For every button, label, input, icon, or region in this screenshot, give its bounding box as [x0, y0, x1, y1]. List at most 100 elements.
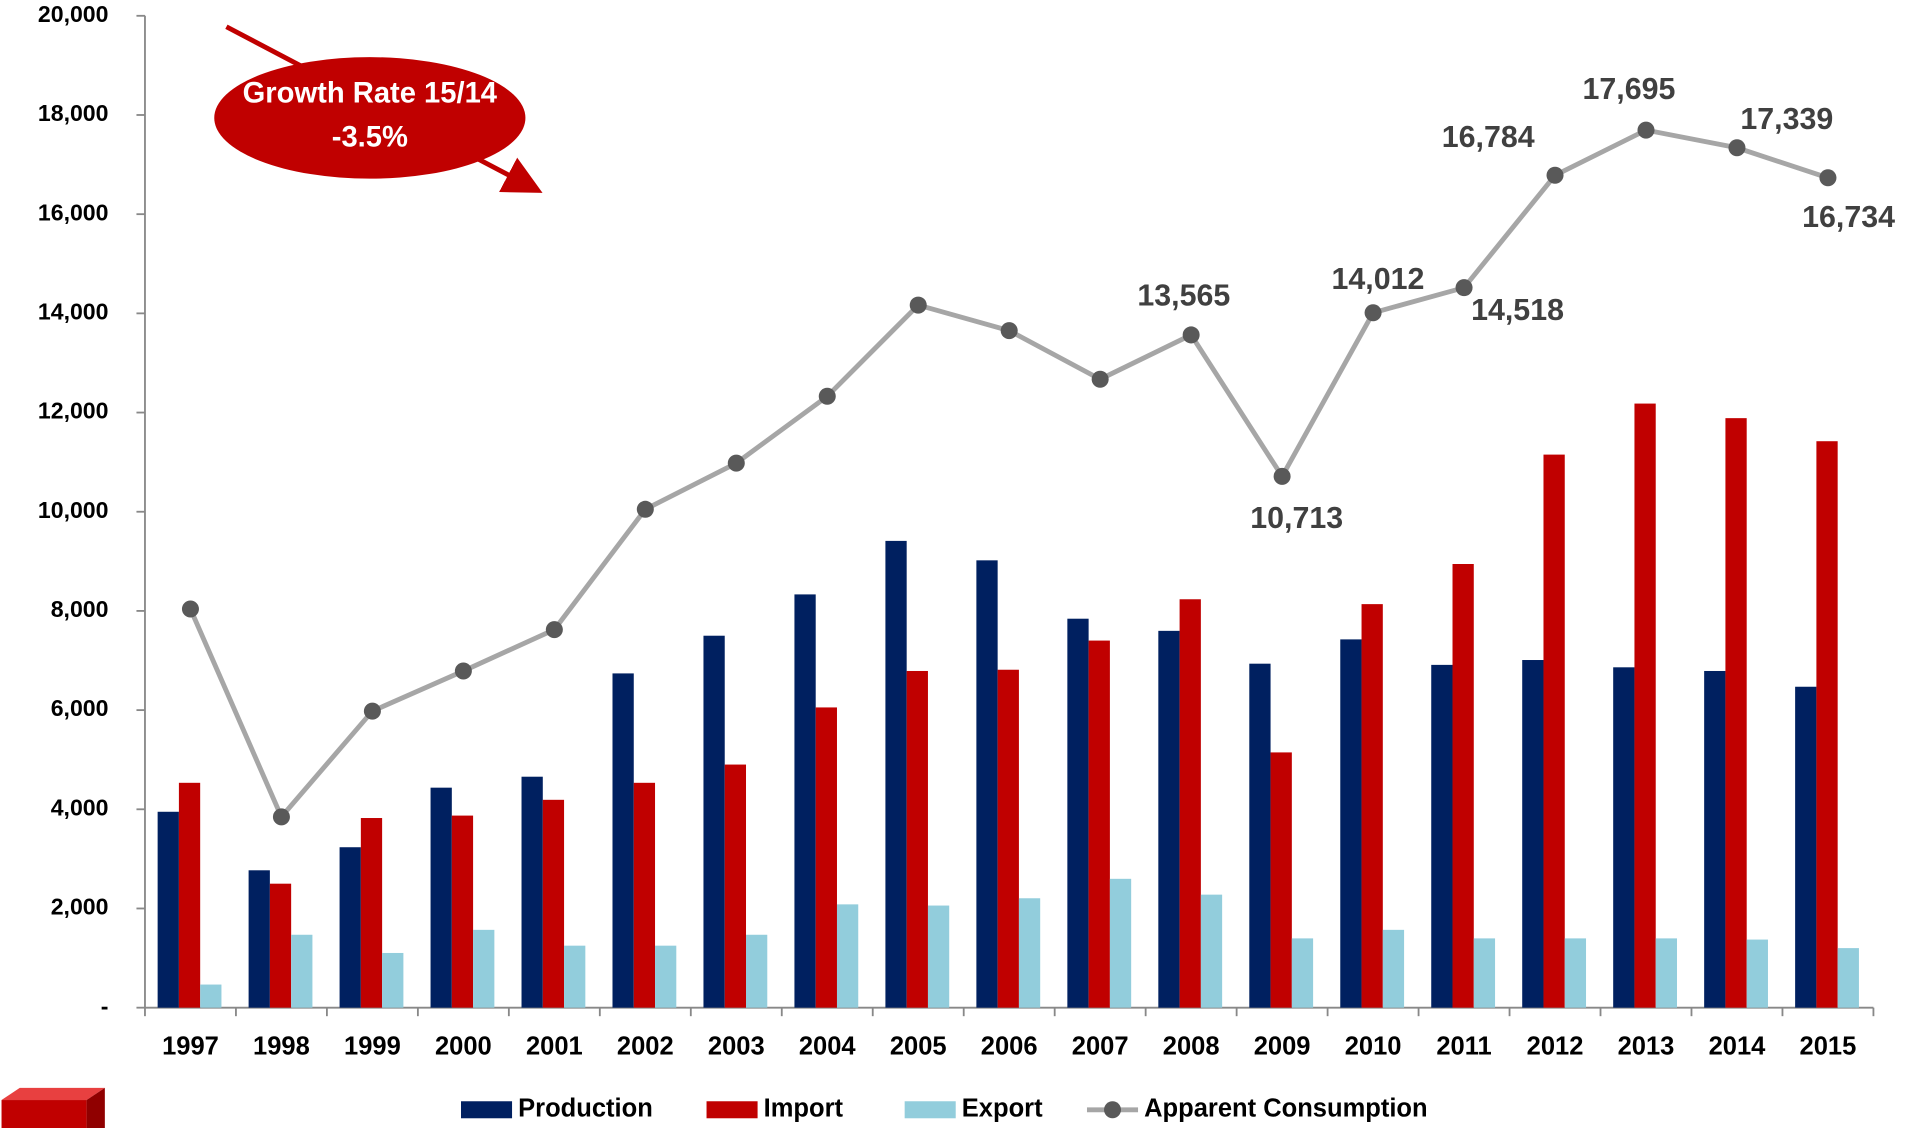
marker: [363, 702, 381, 720]
bar: [382, 952, 404, 1008]
marker: [1455, 279, 1473, 297]
bar: [724, 764, 747, 1008]
bar: [269, 883, 292, 1008]
marker: [1728, 139, 1746, 157]
bar: [521, 776, 543, 1008]
legend-label: Import: [764, 1095, 844, 1123]
bar: [1291, 938, 1314, 1008]
x-tick-label: 2011: [1436, 1033, 1491, 1061]
marker: [1000, 322, 1018, 340]
marker: [1273, 467, 1291, 485]
bar: [885, 540, 907, 1008]
x-tick-label: 2007: [1072, 1033, 1129, 1061]
bar: [339, 847, 361, 1008]
bar: [1473, 938, 1496, 1008]
x-tick-label: 2006: [981, 1033, 1038, 1061]
y-tick-label: 4,000: [51, 794, 109, 820]
bar: [1634, 403, 1656, 1008]
bar: [1361, 604, 1383, 1008]
x-tick-label: 2003: [708, 1033, 765, 1061]
x-tick-label: 1998: [253, 1033, 310, 1061]
bar: [1837, 948, 1859, 1008]
x-tick-label: 2013: [1618, 1033, 1675, 1061]
x-tick-label: 2000: [435, 1033, 492, 1061]
marker: [545, 621, 563, 639]
y-tick-label: 20,000: [38, 1, 109, 27]
data-label: 16,734: [1802, 200, 1895, 234]
marker: [1819, 169, 1837, 187]
bar: [836, 904, 859, 1008]
legend-label: Export: [962, 1095, 1043, 1123]
y-tick-label: -: [101, 993, 109, 1019]
bar: [997, 669, 1019, 1008]
bar: [1655, 938, 1677, 1008]
data-label: 14,012: [1331, 262, 1424, 296]
bar: [1564, 938, 1587, 1008]
marker: [272, 808, 290, 826]
annotation: -3.5%: [332, 121, 408, 153]
y-tick-label: 12,000: [38, 398, 109, 424]
bar: [1249, 663, 1271, 1008]
bar: [976, 560, 998, 1008]
bar: [542, 799, 565, 1008]
bar: [1340, 639, 1362, 1008]
bar: [1067, 618, 1089, 1008]
y-tick-label: 8,000: [51, 596, 109, 622]
bar: [633, 782, 656, 1008]
x-tick-label: 2008: [1163, 1033, 1220, 1061]
x-tick-label: 2014: [1709, 1033, 1767, 1061]
annotation-bubble: [214, 57, 526, 179]
bar: [451, 815, 474, 1008]
legend-swatch: [1104, 1101, 1122, 1119]
annotation: Growth Rate 15/14: [243, 78, 498, 110]
x-tick-label: 2015: [1800, 1033, 1857, 1061]
marker: [909, 296, 927, 314]
bar: [906, 670, 928, 1008]
bar: [157, 811, 179, 1008]
bar: [927, 905, 950, 1008]
x-tick-label: 2010: [1345, 1033, 1402, 1061]
data-label: 17,695: [1583, 72, 1676, 106]
marker: [454, 662, 472, 680]
data-label: 16,784: [1442, 120, 1535, 154]
bar: [1522, 660, 1544, 1008]
y-tick-label: 16,000: [38, 199, 109, 225]
bar: [746, 934, 768, 1008]
bar: [612, 673, 634, 1008]
bar: [1179, 599, 1201, 1008]
x-tick-label: 2001: [526, 1033, 583, 1061]
legend-label: Production: [518, 1095, 653, 1123]
bar: [291, 934, 313, 1008]
marker: [181, 600, 199, 618]
bar: [1200, 894, 1223, 1008]
data-label: 14,518: [1471, 293, 1564, 327]
bar: [1795, 686, 1817, 1008]
marker: [818, 387, 836, 405]
marker: [1546, 166, 1564, 184]
bar: [1158, 630, 1180, 1008]
x-tick-label: 2009: [1254, 1033, 1311, 1061]
bar: [1270, 752, 1292, 1008]
data-label: 13,565: [1137, 278, 1230, 312]
x-tick-label: 2005: [890, 1033, 947, 1061]
marker: [636, 500, 654, 518]
x-tick-label: 2002: [617, 1033, 674, 1061]
y-tick-label: 6,000: [51, 695, 109, 721]
legend-swatch: [706, 1101, 758, 1119]
x-tick-label: 1997: [162, 1033, 219, 1061]
bar: [655, 945, 677, 1008]
bar: [1725, 418, 1747, 1008]
bar: [1746, 939, 1768, 1008]
legend-swatch: [904, 1101, 956, 1119]
legend-swatch: [461, 1101, 513, 1119]
bar: [360, 818, 383, 1008]
y-tick-label: 10,000: [38, 497, 109, 523]
bar: [1543, 454, 1565, 1008]
y-tick-label: 2,000: [51, 894, 109, 920]
bar: [1109, 878, 1132, 1008]
marker: [727, 454, 745, 472]
bar: [1431, 664, 1453, 1008]
bar: [1018, 898, 1041, 1008]
bar: [815, 707, 837, 1008]
